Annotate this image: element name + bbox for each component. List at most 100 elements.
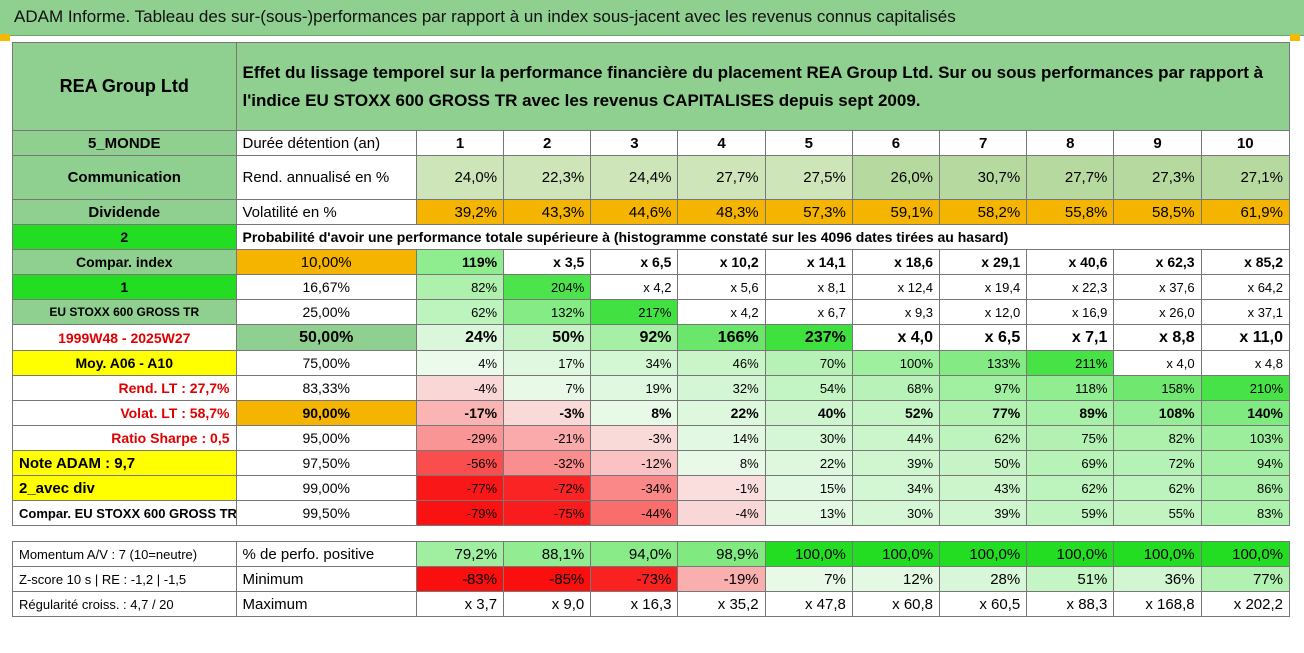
value-cell: 54% bbox=[764, 375, 853, 401]
row-label: 10,00% bbox=[235, 249, 417, 275]
value-cell: x 19,4 bbox=[939, 274, 1028, 300]
table-row: Moy. A06 - A10 75,00% 4% 17% 34% 46% 70% 100% 13… bbox=[12, 350, 1291, 376]
report-title: ADAM Informe. Tableau des sur-(sous-)per… bbox=[14, 7, 956, 26]
value-cell: x 7,1 bbox=[1026, 324, 1115, 351]
value-cell: x 47,8 bbox=[764, 591, 853, 617]
value-cell: 28% bbox=[939, 566, 1028, 592]
value-cell: 39,2% bbox=[415, 199, 505, 225]
row-label: 25,00% bbox=[235, 299, 417, 325]
value-cell: 59,1% bbox=[851, 199, 941, 225]
value-cell: 24% bbox=[415, 324, 505, 351]
value-cell: x 12,4 bbox=[851, 274, 941, 300]
side-label: Dividende bbox=[12, 199, 237, 225]
value-cell: x 64,2 bbox=[1200, 274, 1291, 300]
table-row: Dividende Volatilité en % 39,2% 43,3% 44,6% 4… bbox=[12, 199, 1291, 225]
value-cell: -3% bbox=[590, 425, 679, 451]
value-cell: x 62,3 bbox=[1113, 249, 1202, 275]
value-cell: 210% bbox=[1200, 375, 1291, 401]
value-cell: 83% bbox=[1200, 500, 1291, 526]
value-cell: 140% bbox=[1200, 400, 1291, 426]
value-cell: 8% bbox=[590, 400, 679, 426]
value-cell: x 60,8 bbox=[851, 591, 941, 617]
table-row: 2_avec div 99,00% -77% -72% -34% -1% 15% 34% 43%… bbox=[12, 475, 1291, 501]
value-cell: 22% bbox=[764, 450, 853, 476]
value-cell: 133% bbox=[939, 350, 1028, 376]
value-cell: x 168,8 bbox=[1113, 591, 1202, 617]
value-cell: -56% bbox=[415, 450, 505, 476]
side-label: 2_avec div bbox=[12, 475, 237, 501]
value-cell: x 14,1 bbox=[764, 249, 853, 275]
value-cell: 30,7% bbox=[939, 155, 1028, 200]
value-cell: -32% bbox=[503, 450, 592, 476]
value-cell: 6 bbox=[851, 130, 941, 156]
value-cell: 36% bbox=[1113, 566, 1202, 592]
value-cell: x 22,3 bbox=[1026, 274, 1115, 300]
value-cell: -19% bbox=[677, 566, 766, 592]
value-cell: 14% bbox=[677, 425, 766, 451]
row-label: Minimum bbox=[235, 566, 417, 592]
value-cell: -4% bbox=[415, 375, 505, 401]
value-cell: 22% bbox=[677, 400, 766, 426]
table-row: 2 Probabilité d'avoir une performance tot… bbox=[12, 224, 1290, 250]
value-cell: 82% bbox=[1113, 425, 1202, 451]
value-cell: x 10,2 bbox=[677, 249, 766, 275]
value-cell: -83% bbox=[415, 566, 505, 592]
value-cell: 118% bbox=[1026, 375, 1115, 401]
row-label: 16,67% bbox=[235, 274, 417, 300]
value-cell: 132% bbox=[503, 299, 592, 325]
value-cell: x 88,3 bbox=[1026, 591, 1115, 617]
value-cell: x 4,2 bbox=[590, 274, 679, 300]
value-cell: 10 bbox=[1200, 130, 1291, 156]
value-cell: 62% bbox=[415, 299, 505, 325]
table-row: Compar. EU STOXX 600 GROSS TR 99,50% -79% -… bbox=[12, 500, 1291, 526]
value-cell: 75% bbox=[1026, 425, 1115, 451]
value-cell: x 16,3 bbox=[590, 591, 679, 617]
value-cell: 34% bbox=[851, 475, 941, 501]
value-cell: 7% bbox=[503, 375, 592, 401]
value-cell: 12% bbox=[851, 566, 941, 592]
value-cell: 55% bbox=[1113, 500, 1202, 526]
value-cell: -85% bbox=[503, 566, 592, 592]
value-cell: x 26,0 bbox=[1113, 299, 1202, 325]
value-cell: 158% bbox=[1113, 375, 1202, 401]
value-cell: -79% bbox=[415, 500, 505, 526]
value-cell: 94% bbox=[1200, 450, 1291, 476]
value-cell: 97% bbox=[939, 375, 1028, 401]
value-cell: 8% bbox=[677, 450, 766, 476]
table-row: 1 16,67% 82% 204% x 4,2 x 5,6 x 8,1 x 12,4 x 19,… bbox=[12, 274, 1291, 300]
row-label: 90,00% bbox=[235, 400, 417, 426]
table-row: Rend. LT : 27,7% 83,33% -4% 7% 19% 32% 54% 68% 9… bbox=[12, 375, 1291, 401]
value-cell: x 37,1 bbox=[1200, 299, 1291, 325]
value-cell: 24,0% bbox=[415, 155, 505, 200]
side-label: Moy. A06 - A10 bbox=[12, 350, 237, 376]
value-cell: 50% bbox=[939, 450, 1028, 476]
value-cell: 72% bbox=[1113, 450, 1202, 476]
row-label: 97,50% bbox=[235, 450, 417, 476]
performance-sheet: REA Group Ltd Effet du lissage temporel s… bbox=[12, 42, 1291, 650]
value-cell: 70% bbox=[764, 350, 853, 376]
row-label: 83,33% bbox=[235, 375, 417, 401]
value-cell: 7% bbox=[764, 566, 853, 592]
value-cell: 86% bbox=[1200, 475, 1291, 501]
side-label: 2 bbox=[12, 224, 237, 250]
row-label: Durée détention (an) bbox=[235, 130, 417, 156]
spacer bbox=[12, 525, 1290, 542]
value-cell: 27,7% bbox=[677, 155, 766, 200]
value-cell: 51% bbox=[1026, 566, 1115, 592]
value-cell: 26,0% bbox=[851, 155, 941, 200]
value-cell: 13% bbox=[764, 500, 853, 526]
value-cell: 68% bbox=[851, 375, 941, 401]
value-cell: 44,6% bbox=[590, 199, 679, 225]
value-cell: -77% bbox=[415, 475, 505, 501]
value-cell: 2 bbox=[503, 130, 592, 156]
column-marker-right bbox=[1290, 34, 1300, 41]
value-cell: 19% bbox=[590, 375, 679, 401]
value-cell: 217% bbox=[590, 299, 679, 325]
value-cell: x 4,0 bbox=[851, 324, 941, 351]
title-bar: ADAM Informe. Tableau des sur-(sous-)per… bbox=[0, 0, 1304, 36]
value-cell: 55,8% bbox=[1026, 199, 1115, 225]
performance-table: REA Group Ltd Effet du lissage temporel s… bbox=[12, 42, 1291, 617]
value-cell: x 40,6 bbox=[1026, 249, 1115, 275]
value-cell: -44% bbox=[590, 500, 679, 526]
value-cell: 88,1% bbox=[503, 541, 592, 567]
